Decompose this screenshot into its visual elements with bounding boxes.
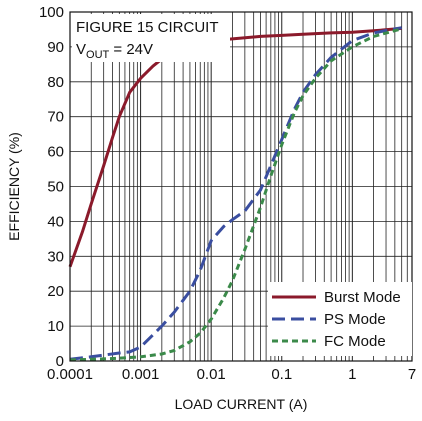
x-tick-label: 7: [408, 366, 416, 383]
y-tick-label: 20: [47, 283, 64, 300]
y-tick-label: 60: [47, 144, 64, 161]
y-tick-label: 30: [47, 248, 64, 265]
y-tick-label: 40: [47, 213, 64, 230]
legend: Burst Mode PS Mode FC Mode: [268, 282, 412, 356]
annotation-background: [72, 14, 230, 62]
x-tick-label: 0.001: [122, 366, 160, 383]
y-axis-label: EFFICIENCY (%): [6, 132, 22, 241]
circuit-annotation: FIGURE 15 CIRCUIT VOUT = 24V: [72, 14, 230, 62]
y-tick-label: 80: [47, 74, 64, 91]
y-tick-label: 10: [47, 318, 64, 335]
plot-frame: [69, 11, 413, 362]
x-tick-label: 0.0001: [47, 366, 93, 383]
y-tick-label: 70: [47, 109, 64, 126]
legend-label: FC Mode: [324, 333, 386, 350]
y-tick-label: 0: [56, 353, 64, 370]
y-tick-label: 100: [39, 4, 64, 21]
x-tick-label: 1: [348, 366, 356, 383]
tick-labels: 0 10 20 30 40 50 60 70 80 90 100 0.0001 0.001 0.01 0.1…: [39, 4, 416, 383]
x-tick-label: 0.01: [197, 366, 226, 383]
legend-label: PS Mode: [324, 311, 386, 328]
legend-label: Burst Mode: [324, 289, 401, 306]
annotation-vout-prefix: V: [76, 41, 86, 58]
x-tick-label: 0.1: [271, 366, 292, 383]
y-tick-label: 50: [47, 179, 64, 196]
y-tick-label: 90: [47, 39, 64, 56]
annotation-figure: FIGURE 15 CIRCUIT: [76, 19, 219, 36]
annotation-vout-sub: OUT: [86, 49, 110, 61]
x-axis-label: LOAD CURRENT (A): [175, 396, 308, 412]
series-line-fc-mode: [69, 27, 403, 362]
annotation-vout-suffix: = 24V: [109, 41, 153, 58]
annotation-vout: VOUT = 24V: [76, 41, 153, 61]
series-line-ps-mode: [69, 26, 402, 361]
